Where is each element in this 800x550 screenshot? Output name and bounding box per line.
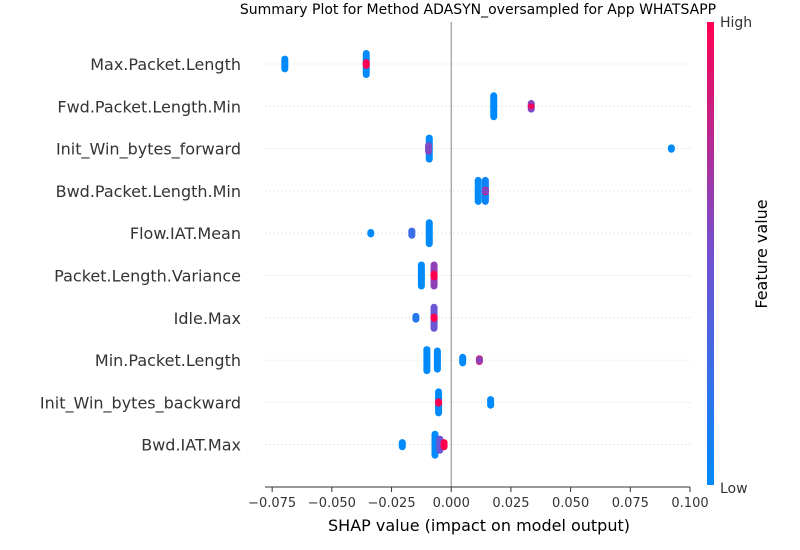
shap-point-cluster <box>430 270 438 281</box>
feature-label: Bwd.IAT.Max <box>141 436 241 455</box>
shap-point-cluster <box>430 313 438 322</box>
x-axis-label: SHAP value (impact on model output) <box>328 516 630 535</box>
shap-point-cluster <box>425 142 433 155</box>
shap-point-cluster <box>425 219 433 248</box>
shap-point-cluster <box>474 176 482 205</box>
feature-label: Packet.Length.Variance <box>54 267 241 286</box>
shap-point-cluster <box>398 439 406 451</box>
colorbar-axis-label: Feature value <box>752 199 771 308</box>
x-tick-label: 0.025 <box>492 496 529 511</box>
shap-point-cluster <box>433 347 441 373</box>
shap-point-cluster <box>475 355 483 365</box>
x-tick-label: −0.075 <box>248 496 296 511</box>
feature-label: Min.Packet.Length <box>95 351 241 370</box>
shap-point-cluster <box>487 396 495 409</box>
x-tick-label: 0.100 <box>671 496 708 511</box>
feature-label: Fwd.Packet.Length.Min <box>57 97 241 116</box>
shap-point-cluster <box>412 312 420 323</box>
x-tick-label: 0.075 <box>612 496 649 511</box>
feature-label: Idle.Max <box>174 309 241 328</box>
shap-point-cluster <box>435 398 443 407</box>
shap-point-cluster <box>367 229 375 238</box>
colorbar-low-label: Low <box>720 481 748 497</box>
x-tick-label: 0.050 <box>552 496 589 511</box>
shap-point-cluster <box>459 353 467 367</box>
shap-point-cluster <box>440 439 448 451</box>
data-points <box>281 50 675 459</box>
x-tick-label: −0.050 <box>308 496 356 511</box>
shap-point-cluster <box>527 103 535 110</box>
feature-labels: Max.Packet.Length Fwd.Packet.Length.Min In… <box>40 55 241 455</box>
feature-label: Flow.IAT.Mean <box>130 224 241 243</box>
row-gridlines <box>265 63 690 446</box>
shap-point-cluster <box>362 59 370 69</box>
colorbar-high-label: High <box>720 15 752 31</box>
shap-point-cluster <box>417 261 425 290</box>
x-axis-ticks: −0.075 −0.050 −0.025 0.000 0.025 0.050 0.075 0.… <box>248 487 709 511</box>
feature-label: Bwd.Packet.Length.Min <box>56 182 241 201</box>
shap-point-cluster <box>490 92 498 121</box>
shap-point-cluster <box>481 187 489 195</box>
shap-point-cluster <box>408 227 416 239</box>
x-tick-label: 0.000 <box>433 496 470 511</box>
chart-title: Summary Plot for Method ADASYN_oversampl… <box>240 2 716 18</box>
shap-point-cluster <box>423 346 431 375</box>
shap-point-cluster <box>281 55 289 73</box>
feature-label: Init_Win_bytes_backward <box>40 393 241 413</box>
feature-label: Max.Packet.Length <box>90 55 241 74</box>
shap-point-cluster <box>436 435 444 454</box>
colorbar <box>707 22 714 485</box>
x-tick-label: −0.025 <box>367 496 415 511</box>
feature-label: Init_Win_bytes_forward <box>56 140 241 160</box>
shap-point-cluster <box>667 144 675 153</box>
